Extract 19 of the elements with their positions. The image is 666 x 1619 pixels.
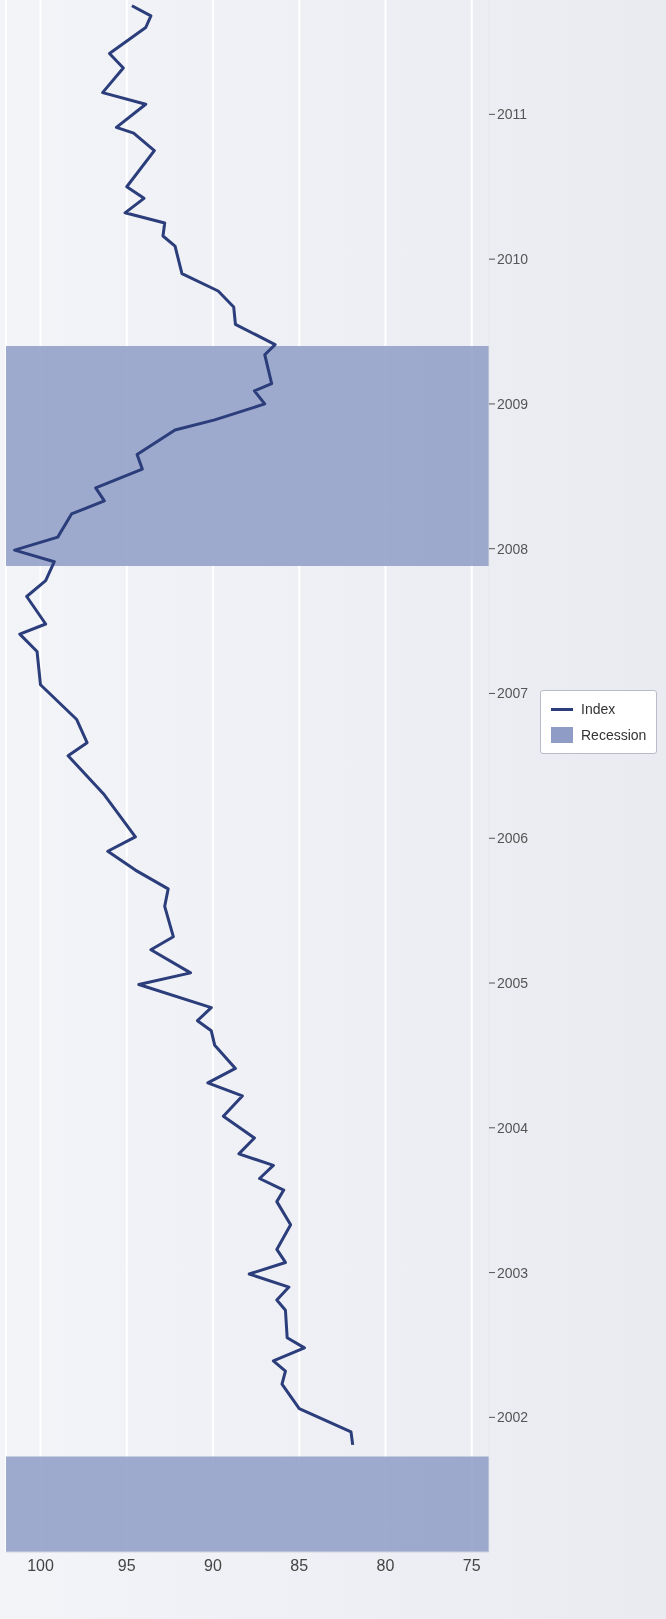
x-tick-label: 75 [462, 1557, 481, 1575]
line-series [13, 4, 355, 1447]
y-tick-label: 2002 [497, 1409, 529, 1426]
x-tick-label: 95 [117, 1557, 136, 1575]
y-tick-label: 2003 [497, 1264, 529, 1281]
y-tick-label: 2010 [497, 251, 529, 268]
x-tick-label: 80 [376, 1557, 395, 1575]
y-tick-label: 2006 [497, 830, 529, 847]
y-tick-label: 2009 [497, 395, 529, 412]
legend-label: Recession [581, 727, 647, 743]
legend-label: Index [581, 701, 616, 717]
y-tick-label: 2005 [497, 975, 529, 991]
x-tick-label: 85 [290, 1557, 309, 1575]
x-tick-label: 100 [27, 1557, 54, 1575]
y-tick-label: 2004 [497, 1119, 529, 1136]
y-tick-label: 2011 [497, 106, 528, 123]
y-tick-label: 2007 [497, 685, 529, 702]
x-tick-label: 90 [204, 1557, 222, 1575]
y-tick-label: 2008 [497, 540, 529, 557]
